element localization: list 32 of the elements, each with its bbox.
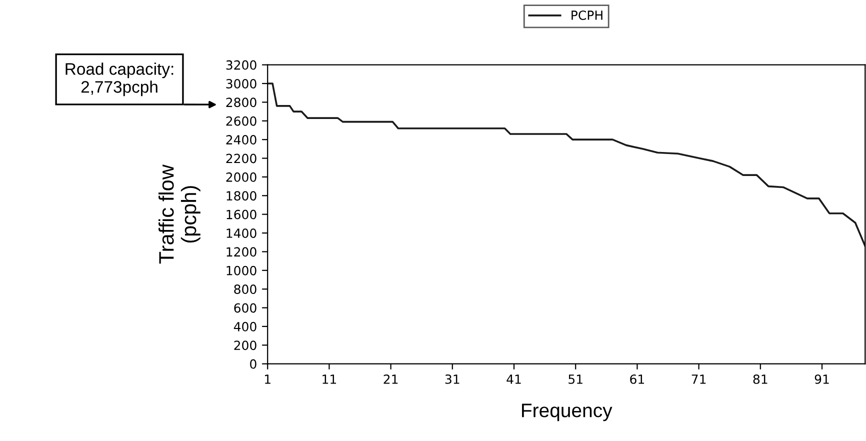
- line-series: [268, 82, 866, 247]
- y-tick-label: 1200: [226, 247, 256, 257]
- x-tick-label: 61: [630, 374, 644, 384]
- y-axis-title: Traffic flow (pcph): [158, 164, 200, 264]
- x-axis-title: Frequency: [522, 404, 612, 422]
- y-tick-label: 1000: [226, 266, 256, 276]
- legend-label: PCPH: [572, 10, 602, 20]
- y-tick-label: 2400: [226, 135, 256, 145]
- x-tick-label: 91: [814, 374, 829, 384]
- x-tick-label: 1: [264, 374, 270, 384]
- y-tick-label: 2000: [226, 172, 256, 182]
- y-tick-label: 3200: [226, 60, 256, 70]
- y-tick-label: 600: [234, 303, 256, 313]
- x-tick-label: 81: [753, 374, 768, 384]
- y-tick-label: 1600: [226, 210, 256, 220]
- x-tick-label: 21: [384, 374, 398, 384]
- y-tick-label: 1800: [226, 191, 256, 201]
- x-tick-label: 41: [506, 374, 521, 384]
- y-tick-label: 2600: [226, 116, 256, 126]
- y-tick-label: 200: [234, 340, 256, 350]
- y-tick-label: 3000: [226, 78, 256, 88]
- x-tick-label: 31: [445, 374, 460, 384]
- x-tick-label: 71: [692, 374, 706, 384]
- y-tick-label: 0: [250, 359, 256, 369]
- text: Road capacity: 2,773pcph: [66, 62, 174, 96]
- y-tick-label: 2800: [226, 98, 256, 108]
- y-tick-label: 2200: [226, 154, 256, 164]
- y-tick-label: 1400: [226, 228, 256, 238]
- y-tick-label: 400: [234, 322, 256, 332]
- y-tick-label: 800: [234, 284, 256, 294]
- x-tick-label: 51: [568, 374, 582, 384]
- x-tick-label: 11: [322, 374, 336, 384]
